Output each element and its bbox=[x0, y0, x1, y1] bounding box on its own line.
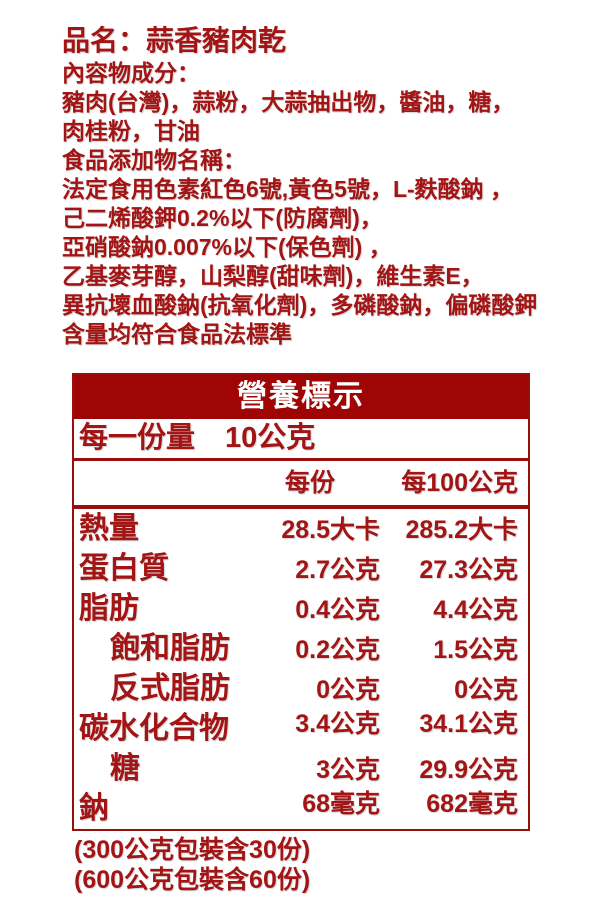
additives-heading: 食品添加物名稱： bbox=[62, 147, 246, 173]
column-header-spacer bbox=[74, 461, 254, 505]
serving-size-value: 10公克 bbox=[225, 422, 316, 454]
serving-size-label: 每一份量 bbox=[79, 422, 196, 454]
per-serving-value: 68毫克 bbox=[302, 790, 380, 818]
additive-line-2: 己二烯酸鉀0.2%以下(防腐劑)， bbox=[62, 205, 383, 231]
nutrition-row: 熱量 28.5大卡 285.2大卡 bbox=[74, 509, 528, 549]
additive-line-5: 異抗壞血酸鈉(抗氧化劑)，多磷酸鈉，偏磷酸鉀 bbox=[62, 292, 538, 318]
serving-size-row: 每一份量 10公克 bbox=[74, 419, 528, 461]
per-100g-value: 682毫克 bbox=[426, 790, 518, 818]
additive-line-3: 亞硝酸鈉0.007%以下(保色劑) ， bbox=[62, 234, 392, 260]
nutrient-label: 碳水化合物 bbox=[79, 712, 229, 745]
nutrition-row: 飽和脂肪 0.2公克 1.5公克 bbox=[74, 629, 528, 669]
per-100g-value: 285.2大卡 bbox=[405, 516, 518, 544]
nutrient-label: 脂肪 bbox=[79, 592, 139, 625]
additive-line-4: 乙基麥芽醇，山梨醇(甜味劑)，維生素E， bbox=[62, 263, 484, 289]
per-100g-value: 29.9公克 bbox=[419, 756, 518, 784]
product-name: 品名：蒜香豬肉乾 bbox=[62, 25, 287, 56]
ingredients-line-2: 肉桂粉，甘油 bbox=[62, 118, 200, 144]
compliance-note: 含量均符合食品法標準 bbox=[62, 321, 292, 347]
package-note-600g: (600公克包裝含60份) bbox=[74, 866, 311, 894]
per-serving-value: 3.4公克 bbox=[295, 710, 380, 738]
nutrition-table-title: 營養標示 bbox=[74, 375, 528, 419]
nutrition-row: 反式脂肪 0公克 0公克 bbox=[74, 669, 528, 709]
package-note-300g: (300公克包裝含30份) bbox=[74, 836, 311, 864]
column-header-per-serving: 每份 bbox=[284, 469, 335, 497]
per-100g-value: 27.3公克 bbox=[419, 556, 518, 584]
per-100g-value: 4.4公克 bbox=[433, 596, 518, 624]
nutrient-label: 熱量 bbox=[79, 512, 139, 545]
per-serving-value: 2.7公克 bbox=[295, 556, 380, 584]
nutrition-row: 鈉 68毫克 682毫克 bbox=[74, 789, 528, 829]
nutrition-row: 脂肪 0.4公克 4.4公克 bbox=[74, 589, 528, 629]
ingredients-heading: 內容物成分： bbox=[62, 60, 200, 86]
nutrition-table: 營養標示 每一份量 10公克 每份 每100公克 熱量 28.5大卡 285.2大… bbox=[72, 373, 530, 831]
per-serving-value: 28.5大卡 bbox=[281, 516, 380, 544]
package-notes: (300公克包裝含30份) (600公克包裝含60份) bbox=[74, 835, 310, 895]
additive-line-1: 法定食用色素紅色6號,黃色5號，L-麩酸鈉 ， bbox=[62, 176, 514, 202]
nutrition-row: 蛋白質 2.7公克 27.3公克 bbox=[74, 549, 528, 589]
product-info-block: 品名：蒜香豬肉乾 內容物成分： 豬肉(台灣)，蒜粉，大蒜抽出物，醬油，糖， 肉桂… bbox=[62, 24, 592, 349]
column-header-per-100g: 每100公克 bbox=[401, 469, 518, 497]
nutrition-rows-container: 熱量 28.5大卡 285.2大卡 蛋白質 2.7公克 27.3公克 脂肪 0.… bbox=[74, 509, 528, 829]
nutrient-label: 鈉 bbox=[79, 792, 109, 825]
per-serving-value: 3公克 bbox=[316, 756, 380, 784]
nutrient-label: 反式脂肪 bbox=[110, 672, 230, 705]
nutrient-label: 飽和脂肪 bbox=[110, 632, 230, 665]
nutrition-row: 糖 3公克 29.9公克 bbox=[74, 749, 528, 789]
nutrient-label: 蛋白質 bbox=[79, 552, 169, 585]
nutrition-row: 碳水化合物 3.4公克 34.1公克 bbox=[74, 709, 528, 749]
per-serving-value: 0公克 bbox=[316, 676, 380, 704]
per-serving-value: 0.2公克 bbox=[295, 636, 380, 664]
per-100g-value: 0公克 bbox=[454, 676, 518, 704]
per-100g-value: 1.5公克 bbox=[433, 636, 518, 664]
nutrient-label: 糖 bbox=[110, 752, 140, 785]
column-header-row: 每份 每100公克 bbox=[74, 461, 528, 509]
ingredients-line-1: 豬肉(台灣)，蒜粉，大蒜抽出物，醬油，糖， bbox=[62, 89, 515, 115]
per-100g-value: 34.1公克 bbox=[419, 710, 518, 738]
per-serving-value: 0.4公克 bbox=[295, 596, 380, 624]
